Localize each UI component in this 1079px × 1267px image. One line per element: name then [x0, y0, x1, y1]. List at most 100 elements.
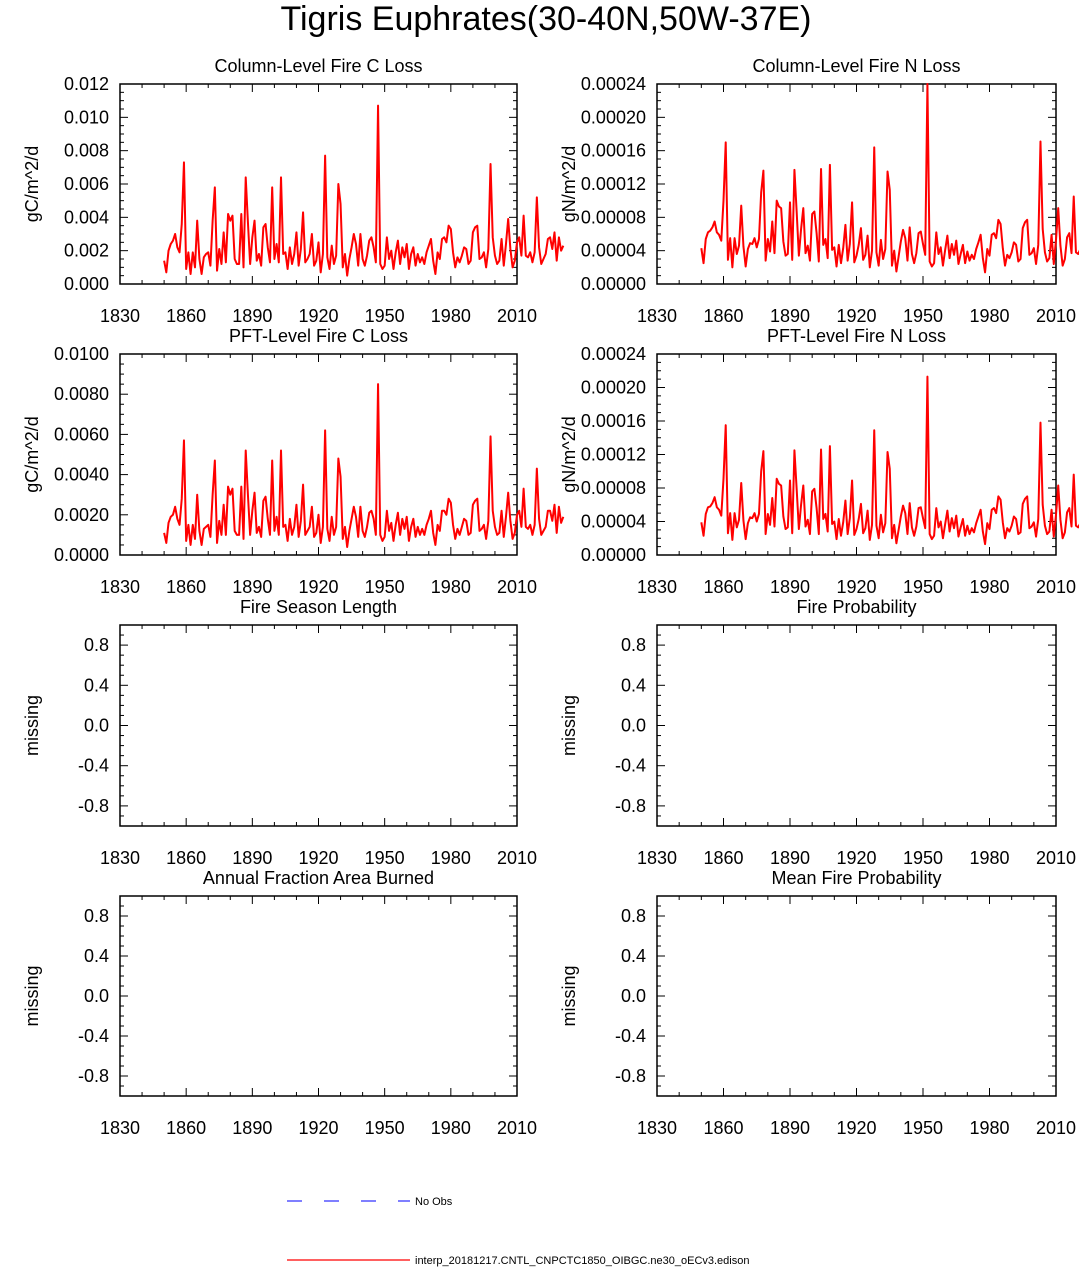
x-tick-label: 1920 [836, 848, 876, 868]
y-axis-label: gC/m^2/d [22, 416, 42, 492]
y-tick-label: 0.012 [64, 74, 109, 94]
x-tick-label: 1860 [703, 577, 743, 597]
y-axis-label: missing [559, 965, 579, 1026]
x-tick-label: 1830 [100, 577, 140, 597]
x-tick-label: 1890 [232, 848, 272, 868]
plot-frame [119, 895, 518, 1097]
y-tick-label: 0.0080 [54, 384, 109, 404]
x-tick-label: 1980 [969, 577, 1009, 597]
x-tick-label: 1950 [365, 306, 405, 326]
y-tick-label: 0.8 [621, 906, 646, 926]
panel-title: Column-Level Fire N Loss [752, 56, 960, 76]
y-tick-label: 0.00024 [581, 74, 646, 94]
y-tick-label: 0.00016 [581, 411, 646, 431]
y-tick-label: 0.006 [64, 174, 109, 194]
panel-title: PFT-Level Fire N Loss [767, 326, 946, 346]
y-tick-label: 0.4 [621, 675, 646, 695]
y-axis-label: gN/m^2/d [559, 416, 579, 492]
y-tick-label: 0.0040 [54, 465, 109, 485]
x-tick-label: 1830 [637, 848, 677, 868]
x-tick-label: 1830 [100, 306, 140, 326]
x-tick-label: 2010 [497, 848, 537, 868]
x-tick-label: 1890 [232, 306, 272, 326]
y-tick-label: -0.4 [78, 1026, 109, 1046]
panel-8: 1830 1860 1890 1920 1950 1980 2010 -0.8 -0.4 0.0 0… [559, 868, 1076, 1138]
x-tick-label: 2010 [497, 577, 537, 597]
y-tick-label: 0.00012 [581, 445, 646, 465]
y-axis-label: missing [22, 695, 42, 756]
x-tick-label: 2010 [497, 306, 537, 326]
y-tick-label: -0.8 [78, 796, 109, 816]
x-tick-label: 1890 [232, 577, 272, 597]
panel-title: Mean Fire Probability [771, 868, 941, 888]
plot-frame [119, 624, 518, 827]
y-tick-label: 0.4 [621, 946, 646, 966]
panel-7: 1830 1860 1890 1920 1950 1980 2010 -0.8 -0.4 0.0 0… [22, 868, 537, 1138]
y-axis-label: gC/m^2/d [22, 146, 42, 222]
x-tick-label: 1830 [637, 306, 677, 326]
y-tick-label: 0.4 [84, 946, 109, 966]
y-tick-label: 0.00008 [581, 478, 646, 498]
y-tick-label: 0.00000 [581, 545, 646, 565]
y-tick-label: 0.000 [64, 274, 109, 294]
panels: 1830 1860 1890 1920 1950 1980 2010 0.000 0.002 0.… [22, 56, 1079, 1138]
panel-title: Column-Level Fire C Loss [214, 56, 422, 76]
x-tick-label: 1980 [431, 848, 471, 868]
y-tick-label: 0.0020 [54, 505, 109, 525]
x-tick-label: 1860 [166, 577, 206, 597]
x-tick-label: 1890 [770, 306, 810, 326]
x-tick-label: 1830 [637, 577, 677, 597]
x-tick-label: 1860 [703, 848, 743, 868]
panel-3: 1830 1860 1890 1920 1950 1980 2010 0.0000 0.0020… [22, 326, 565, 597]
y-tick-label: 0.8 [84, 906, 109, 926]
panel-title: Fire Probability [796, 597, 916, 617]
x-tick-label: 1950 [365, 1118, 405, 1138]
y-tick-label: -0.4 [615, 756, 646, 776]
panel-6: 1830 1860 1890 1920 1950 1980 2010 -0.8 -0.4 0.0 0… [559, 597, 1076, 868]
y-tick-label: 0.00008 [581, 207, 646, 227]
x-tick-label: 1890 [232, 1118, 272, 1138]
x-tick-label: 1920 [836, 1118, 876, 1138]
x-tick-label: 1830 [637, 1118, 677, 1138]
y-tick-label: 0.008 [64, 141, 109, 161]
y-tick-label: 0.8 [84, 635, 109, 655]
x-tick-label: 1980 [431, 1118, 471, 1138]
x-tick-label: 2010 [1036, 306, 1076, 326]
legend-obs-label: No Obs [415, 1196, 453, 1208]
x-tick-label: 1980 [431, 306, 471, 326]
series-line [163, 383, 565, 548]
panel-title: Fire Season Length [240, 597, 397, 617]
x-tick-label: 1920 [836, 306, 876, 326]
y-tick-label: 0.002 [64, 241, 109, 261]
x-tick-label: 1950 [903, 848, 943, 868]
x-tick-label: 1980 [431, 577, 471, 597]
x-tick-label: 2010 [497, 1118, 537, 1138]
panel-5: 1830 1860 1890 1920 1950 1980 2010 -0.8 -0.4 0.0 0… [22, 597, 537, 868]
y-tick-label: 0.00016 [581, 141, 646, 161]
y-tick-label: 0.00020 [581, 378, 646, 398]
y-tick-label: 0.00012 [581, 174, 646, 194]
x-tick-label: 1950 [903, 306, 943, 326]
x-tick-label: 1980 [969, 1118, 1009, 1138]
x-tick-label: 1920 [298, 306, 338, 326]
x-tick-label: 1860 [703, 1118, 743, 1138]
y-tick-label: 0.0000 [54, 545, 109, 565]
x-tick-label: 1950 [365, 848, 405, 868]
figure-title: Tigris Euphrates(30-40N,50W-37E) [280, 0, 811, 38]
x-tick-label: 1950 [903, 577, 943, 597]
x-tick-label: 1920 [298, 577, 338, 597]
y-tick-label: 0.0 [84, 986, 109, 1006]
x-tick-label: 1860 [703, 306, 743, 326]
y-tick-label: 0.0 [621, 986, 646, 1006]
y-tick-label: 0.010 [64, 107, 109, 127]
x-tick-label: 1950 [903, 1118, 943, 1138]
y-tick-label: -0.8 [615, 796, 646, 816]
y-tick-label: 0.00004 [581, 512, 646, 532]
x-tick-label: 1830 [100, 848, 140, 868]
y-axis-label: missing [22, 965, 42, 1026]
panel-1: 1830 1860 1890 1920 1950 1980 2010 0.000 0.002 0.… [22, 56, 565, 326]
y-tick-label: 0.8 [621, 635, 646, 655]
x-tick-label: 1890 [770, 848, 810, 868]
x-tick-label: 2010 [1036, 848, 1076, 868]
